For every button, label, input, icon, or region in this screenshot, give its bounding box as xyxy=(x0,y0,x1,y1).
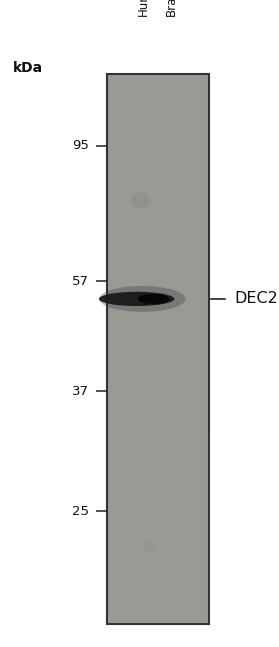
Bar xyxy=(108,303,209,313)
Bar xyxy=(108,239,209,248)
Bar xyxy=(108,560,209,569)
Bar xyxy=(108,432,209,441)
Bar xyxy=(108,450,209,459)
Bar xyxy=(108,138,209,148)
Bar xyxy=(108,248,209,258)
Bar xyxy=(108,230,209,239)
Bar xyxy=(108,331,209,340)
Bar xyxy=(108,377,209,386)
Bar xyxy=(108,578,209,587)
Bar xyxy=(108,386,209,395)
Bar xyxy=(108,487,209,496)
Text: Brain: Brain xyxy=(165,0,178,16)
Bar xyxy=(108,459,209,468)
Bar xyxy=(108,175,209,184)
Bar xyxy=(108,395,209,404)
Bar xyxy=(108,551,209,560)
Bar xyxy=(108,267,209,276)
Bar xyxy=(108,285,209,294)
Bar xyxy=(108,367,209,377)
Ellipse shape xyxy=(99,292,174,306)
Bar xyxy=(108,468,209,477)
Bar xyxy=(108,477,209,487)
Bar xyxy=(108,148,209,157)
Ellipse shape xyxy=(99,294,141,303)
Bar xyxy=(108,184,209,193)
Bar xyxy=(108,129,209,138)
Ellipse shape xyxy=(99,286,186,312)
Bar xyxy=(108,404,209,413)
Bar xyxy=(108,166,209,175)
Text: 25: 25 xyxy=(72,505,89,518)
Bar xyxy=(108,74,209,83)
Bar xyxy=(108,313,209,322)
Bar xyxy=(108,422,209,432)
Bar xyxy=(108,294,209,303)
Bar xyxy=(108,413,209,422)
Bar xyxy=(108,203,209,212)
Bar xyxy=(108,587,209,597)
Text: kDa: kDa xyxy=(13,61,43,75)
Bar xyxy=(108,615,209,624)
Bar xyxy=(108,102,209,111)
Bar xyxy=(108,441,209,450)
Bar xyxy=(108,569,209,578)
Bar xyxy=(108,542,209,551)
Bar xyxy=(108,111,209,120)
Bar xyxy=(108,532,209,542)
Bar xyxy=(108,276,209,285)
Bar xyxy=(108,505,209,514)
Bar xyxy=(108,358,209,367)
Text: 57: 57 xyxy=(72,275,89,288)
Bar xyxy=(108,221,209,230)
Text: Human: Human xyxy=(137,0,150,16)
Text: DEC2: DEC2 xyxy=(234,291,278,307)
Bar xyxy=(107,74,209,624)
Bar xyxy=(108,322,209,331)
Bar xyxy=(108,120,209,129)
Text: 95: 95 xyxy=(73,139,89,152)
Bar xyxy=(108,93,209,102)
Bar xyxy=(108,340,209,349)
Bar xyxy=(108,193,209,203)
Bar xyxy=(108,523,209,532)
Bar xyxy=(108,514,209,523)
Bar xyxy=(108,83,209,93)
Ellipse shape xyxy=(131,193,151,208)
Bar xyxy=(108,349,209,358)
Bar xyxy=(108,212,209,221)
Ellipse shape xyxy=(138,294,169,304)
Text: 37: 37 xyxy=(72,385,89,398)
Bar xyxy=(108,157,209,166)
Ellipse shape xyxy=(142,540,156,553)
Bar xyxy=(108,606,209,615)
Bar xyxy=(108,496,209,505)
Bar xyxy=(108,597,209,606)
Bar xyxy=(108,258,209,267)
